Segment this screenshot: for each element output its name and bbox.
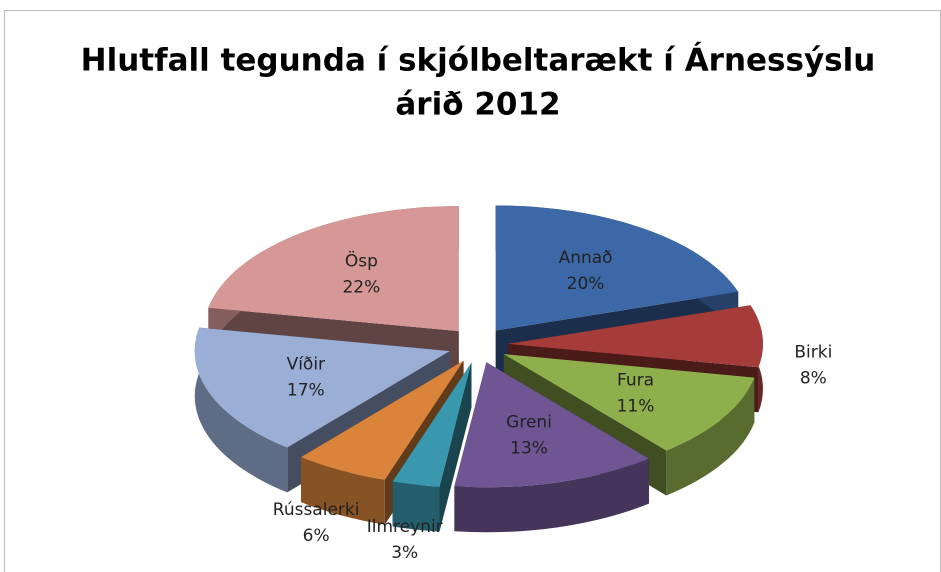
slice-label: Annað (559, 248, 613, 268)
slice (301, 360, 464, 480)
slice (454, 362, 649, 488)
slice (392, 362, 472, 532)
slice (507, 305, 763, 368)
slice (503, 354, 755, 451)
slice-side (392, 481, 440, 532)
slice-value-label: 8% (800, 368, 827, 388)
slice-label: Víðir (287, 355, 325, 375)
slice-side (301, 457, 385, 525)
slice-side (454, 458, 649, 533)
slice (194, 327, 450, 448)
slice-value-label: 11% (617, 396, 655, 416)
slice-value-label: 20% (567, 274, 605, 294)
slice-value-label: 3% (391, 543, 418, 563)
slice-label: Rússalerki (273, 500, 360, 520)
slice-value-label: 6% (303, 526, 330, 546)
slice-side (666, 377, 755, 496)
slice-side (194, 327, 288, 493)
slice-value-label: 22% (342, 277, 380, 297)
slice (503, 354, 755, 496)
slice-label: Ilmreynir (367, 517, 443, 537)
slice (208, 206, 459, 332)
slice-label: Greni (506, 412, 552, 432)
slice-label: Ösp (345, 249, 378, 271)
chart-title: árið 2012 (395, 87, 560, 123)
slice-label: Birki (794, 342, 832, 362)
slice (454, 362, 649, 533)
slice-label: Fura (617, 370, 654, 390)
slice-value-label: 13% (510, 438, 548, 458)
slice (392, 362, 472, 487)
slice (495, 205, 739, 331)
slice-value-label: 17% (287, 381, 325, 401)
chart-title: Hlutfall tegunda í skjólbeltarækt í Árne… (81, 43, 876, 79)
